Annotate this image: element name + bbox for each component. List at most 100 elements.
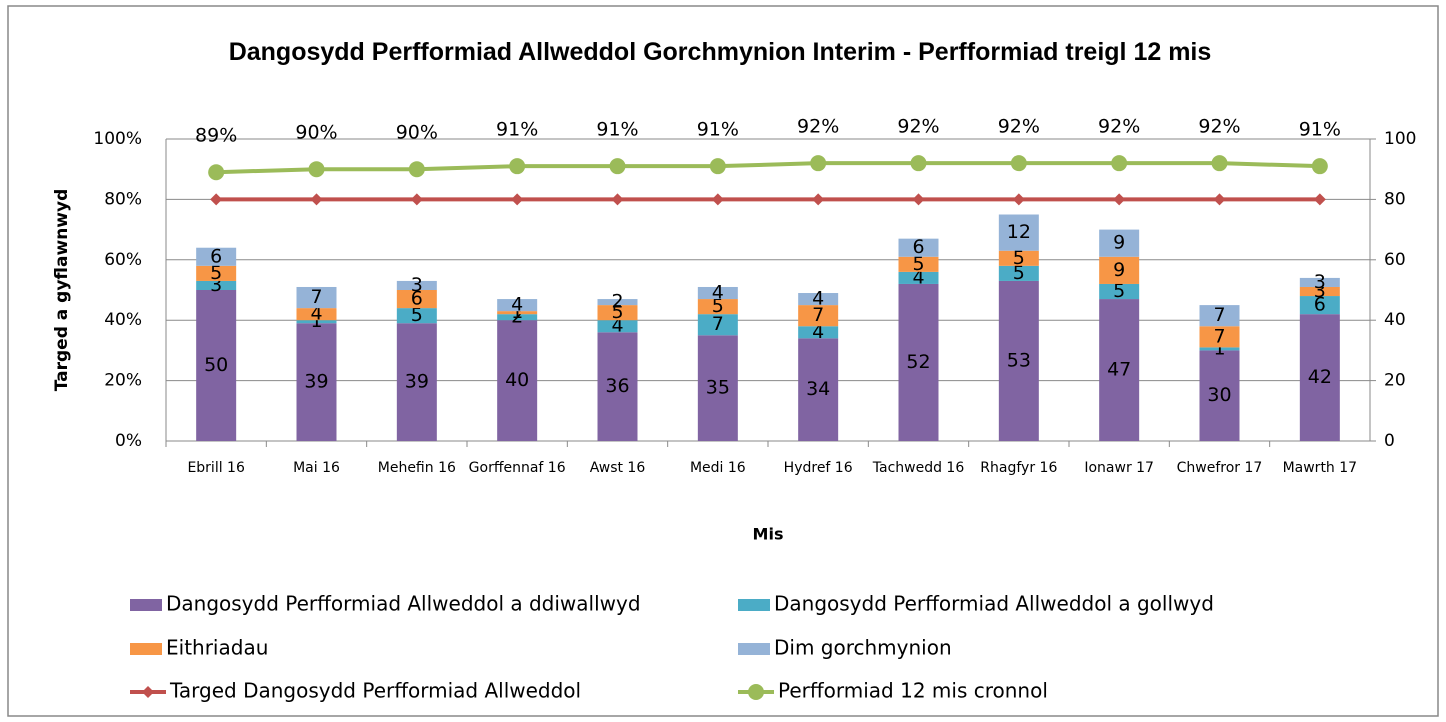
bar-segment xyxy=(1299,277,1340,287)
legend-label: Dangosydd Perfformiad Allweddol a ddiwal… xyxy=(166,592,641,616)
bar-segment xyxy=(497,314,538,321)
bar-segment xyxy=(1299,296,1340,315)
bar-value-label: 6 xyxy=(210,245,222,267)
marker xyxy=(208,164,225,181)
bar-segment xyxy=(497,299,538,312)
marker xyxy=(1113,193,1126,206)
y2-tick-label: 20 xyxy=(1384,371,1406,391)
bar-value-label: 52 xyxy=(906,351,930,373)
marker xyxy=(308,161,325,178)
bar-segment xyxy=(898,256,939,272)
bar-segment xyxy=(396,280,437,290)
legend-swatch xyxy=(130,643,162,655)
y-tick-label: 60% xyxy=(104,250,142,270)
marker xyxy=(1211,155,1228,172)
bar-value-label: 34 xyxy=(806,378,830,400)
legend-label: Dangosydd Perfformiad Allweddol a gollwy… xyxy=(774,592,1214,616)
bar-value-label: 7 xyxy=(1213,325,1225,347)
marker xyxy=(812,193,825,206)
line-value-label: 92% xyxy=(998,116,1040,138)
marker xyxy=(410,193,423,206)
line xyxy=(216,161,1320,175)
bar-value-label: 9 xyxy=(1113,259,1125,281)
bar-segment xyxy=(296,320,337,324)
marker xyxy=(509,158,526,175)
bar-value-label: 5 xyxy=(1013,262,1025,284)
y2-tick-label: 0 xyxy=(1384,431,1395,451)
marker xyxy=(611,193,624,206)
x-tick-label: Mai 16 xyxy=(293,460,340,476)
bar-segment xyxy=(497,320,538,441)
bar-segment xyxy=(196,280,237,290)
x-tick-label: Hydref 16 xyxy=(783,460,853,476)
bar-value-label: 7 xyxy=(812,304,824,326)
marker xyxy=(408,161,425,178)
line-value-label: 90% xyxy=(295,122,337,144)
x-tick-label: Mawrth 17 xyxy=(1282,460,1358,476)
bar-segment xyxy=(1199,305,1240,327)
bar-value-label: 3 xyxy=(411,274,423,296)
bar-segment xyxy=(196,247,237,266)
x-tick-label: Awst 16 xyxy=(589,460,646,476)
legend-label: Perfformiad 12 mis cronnol xyxy=(778,679,1048,703)
bar-value-label: 53 xyxy=(1007,349,1031,371)
bar-value-label: 6 xyxy=(912,236,924,258)
bar-value-label: 40 xyxy=(505,369,529,391)
bar-segment xyxy=(597,320,638,333)
marker xyxy=(1010,155,1027,172)
bar-value-label: 4 xyxy=(812,321,824,343)
marker xyxy=(609,158,626,175)
bar-segment xyxy=(898,238,939,257)
bar-value-label: 7 xyxy=(310,286,322,308)
bar-value-label: 5 xyxy=(611,301,623,323)
bar-value-label: 30 xyxy=(1207,384,1231,406)
bar-segment xyxy=(597,299,638,306)
bar-value-label: 4 xyxy=(511,294,523,316)
bar-value-label: 5 xyxy=(210,262,222,284)
marker xyxy=(810,155,827,172)
bar-segment xyxy=(296,323,337,441)
bar-value-label: 47 xyxy=(1107,359,1131,381)
y2-tick-label: 100 xyxy=(1384,129,1416,149)
bar-value-label: 7 xyxy=(1213,304,1225,326)
bar-segment xyxy=(697,314,738,336)
marker xyxy=(511,193,524,206)
y2-tick-label: 60 xyxy=(1384,250,1406,270)
legend-marker xyxy=(748,684,764,700)
marker xyxy=(711,193,724,206)
bar-segment xyxy=(898,283,939,441)
marker xyxy=(1012,193,1025,206)
bar-value-label: 36 xyxy=(605,375,629,397)
bar-segment xyxy=(196,265,237,281)
bar-segment xyxy=(697,335,738,441)
x-tick-label: Gorffennaf 16 xyxy=(468,460,566,476)
legend-label: Targed Dangosydd Perfformiad Allweddol xyxy=(169,679,581,703)
x-tick-label: Rhagfyr 16 xyxy=(980,460,1058,476)
bar-segment xyxy=(798,326,839,339)
chart-title: Dangosydd Perfformiad Allweddol Gorchmyn… xyxy=(228,38,1212,66)
bar-value-label: 5 xyxy=(1113,280,1125,302)
y-tick-label: 80% xyxy=(104,189,142,209)
bar-segment xyxy=(1299,314,1340,441)
line-value-label: 90% xyxy=(396,122,438,144)
bar-value-label: 9 xyxy=(1113,232,1125,254)
bar-value-label: 5 xyxy=(411,304,423,326)
legend-swatch xyxy=(738,599,770,611)
bar-segment xyxy=(998,280,1039,441)
line-value-label: 91% xyxy=(496,119,538,141)
bar-value-label: 5 xyxy=(912,253,924,275)
bar-value-label: 6 xyxy=(1314,294,1326,316)
marker xyxy=(910,155,927,172)
bar-segment xyxy=(998,265,1039,281)
bar-segment xyxy=(497,311,538,315)
y-tick-label: 20% xyxy=(104,371,142,391)
y-tick-label: 100% xyxy=(93,129,142,149)
x-tick-label: Mehefin 16 xyxy=(377,460,456,476)
y2-tick-label: 80 xyxy=(1384,189,1406,209)
x-tick-label: Ebrill 16 xyxy=(187,460,245,476)
bar-value-label: 4 xyxy=(310,303,322,325)
marker xyxy=(310,193,323,206)
legend-label: Eithriadau xyxy=(166,636,268,660)
bar-value-label: 42 xyxy=(1308,366,1332,388)
